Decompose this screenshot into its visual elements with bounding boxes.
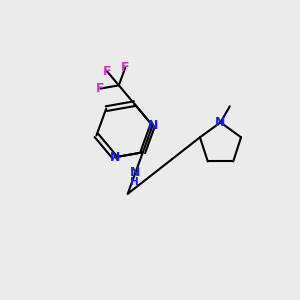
Text: N: N: [147, 119, 158, 132]
Text: F: F: [96, 82, 105, 95]
Text: N: N: [110, 151, 120, 164]
Text: F: F: [103, 64, 111, 78]
Text: N: N: [215, 116, 226, 129]
Text: F: F: [121, 61, 129, 74]
Text: N: N: [130, 167, 140, 179]
Text: H: H: [130, 177, 139, 187]
